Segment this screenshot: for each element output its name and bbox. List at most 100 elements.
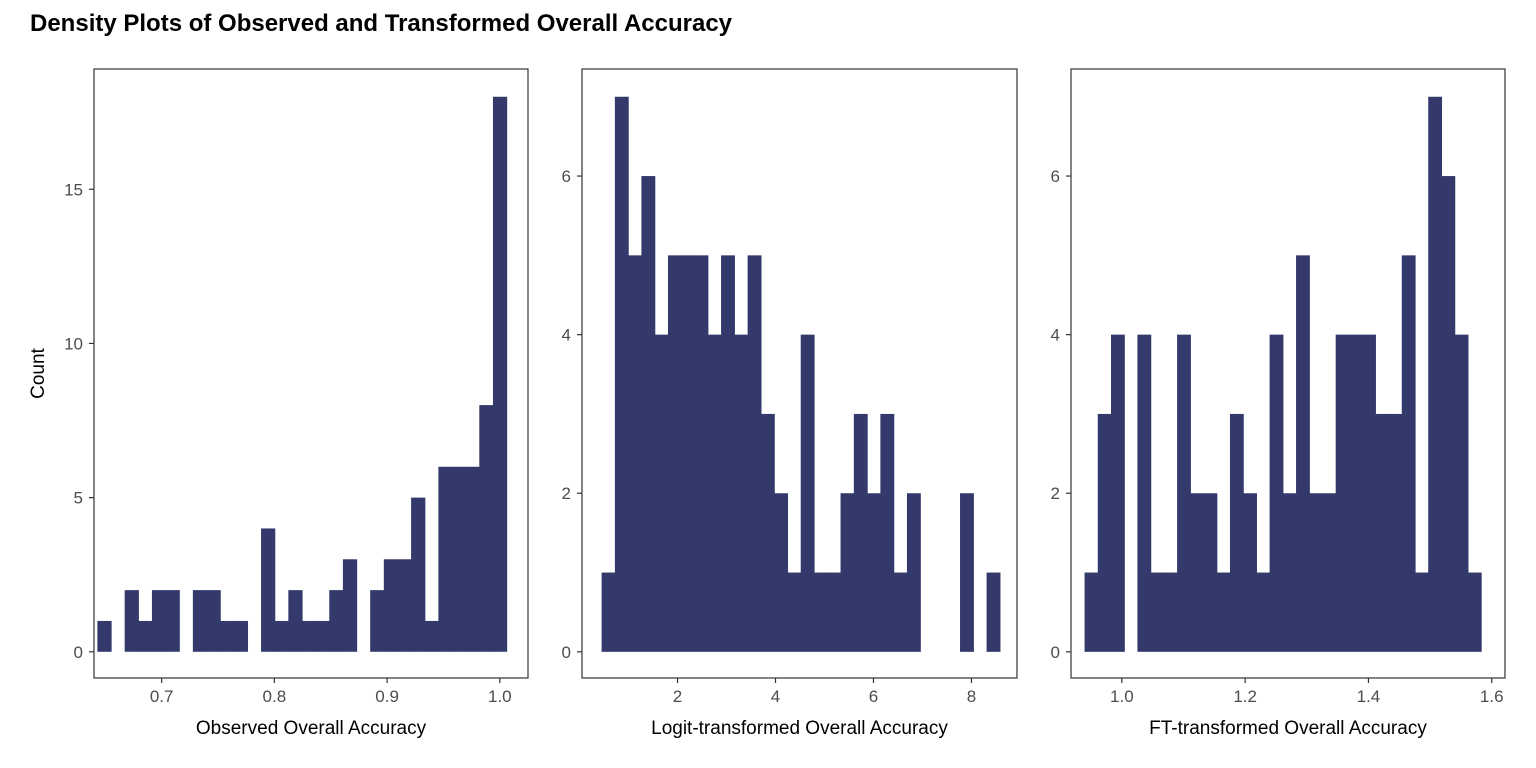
y-tick-label: 4 xyxy=(562,326,571,345)
histogram-bar xyxy=(1190,493,1205,652)
histogram-bar xyxy=(667,255,682,652)
histogram-bar xyxy=(1203,493,1218,652)
histogram-bar xyxy=(1137,334,1152,652)
histogram-bar xyxy=(601,572,616,652)
histogram-bar xyxy=(880,413,895,652)
histogram-bar xyxy=(342,559,358,652)
panel-logit-accuracy: 2 4 6 8 0 2 4 6 Logit-transformed Overall Accura… xyxy=(562,68,1018,739)
histogram-bar xyxy=(694,255,709,652)
histogram-bar xyxy=(1388,413,1403,652)
histogram-bar xyxy=(814,572,828,652)
y-axis-title: Count xyxy=(28,347,49,398)
histogram-bar xyxy=(707,334,722,652)
histogram-bar xyxy=(1243,493,1257,652)
histogram-bar xyxy=(1229,413,1244,652)
histogram-bar xyxy=(960,493,974,652)
panel-border xyxy=(581,68,1018,679)
y-tick-label: 10 xyxy=(64,334,83,353)
histogram-bar xyxy=(192,590,208,652)
histogram-bar xyxy=(220,620,235,652)
histogram-bar xyxy=(315,620,330,652)
histogram-bar xyxy=(1441,176,1456,652)
histogram-bar xyxy=(438,466,453,652)
histogram-bar xyxy=(986,572,1001,652)
x-tick-label: 4 xyxy=(771,687,780,706)
x-tick-label: 2 xyxy=(673,687,682,706)
histogram-bar xyxy=(734,334,749,652)
histogram-bar xyxy=(1296,255,1310,652)
y-tick-label: 2 xyxy=(1051,484,1060,503)
x-tick-label: 0.9 xyxy=(375,687,399,706)
histogram-bar xyxy=(1269,334,1284,652)
histogram-bar xyxy=(1335,334,1350,652)
histogram-bar xyxy=(827,572,842,652)
panel-ft-accuracy: 1.0 1.2 1.4 1.6 0 2 4 6 FT-transformed Overall A… xyxy=(1051,68,1506,739)
y-tick-label: 6 xyxy=(562,167,571,186)
histogram-bar xyxy=(800,334,815,652)
y-tick-label: 6 xyxy=(1051,167,1060,186)
x-tick-label: 8 xyxy=(967,687,976,706)
histogram-bar xyxy=(1177,334,1191,652)
histogram-bar xyxy=(1375,413,1390,652)
histogram-bar xyxy=(383,559,399,652)
histogram-bar xyxy=(329,590,344,652)
histogram-bar xyxy=(641,176,656,652)
histogram-bar xyxy=(1362,334,1376,652)
histogram-bar xyxy=(492,96,508,652)
histogram-bar xyxy=(370,590,385,652)
histogram-bar xyxy=(301,620,317,652)
histogram-bar xyxy=(1414,572,1429,652)
histogram-bar xyxy=(614,96,629,652)
x-tick-label: 0.8 xyxy=(263,687,287,706)
x-axis-title: Logit-transformed Overall Accuracy xyxy=(651,718,948,739)
histogram-bar xyxy=(206,590,221,652)
histogram-bar xyxy=(1467,572,1482,652)
histogram-bar xyxy=(747,255,762,652)
histogram-bar xyxy=(760,413,775,652)
panel-border xyxy=(93,68,529,679)
histogram-bar xyxy=(1454,334,1469,652)
histogram-bar xyxy=(681,255,696,652)
histogram-bar xyxy=(1084,572,1099,652)
x-tick-label: 0.7 xyxy=(150,687,174,706)
y-tick-label: 4 xyxy=(1051,326,1060,345)
x-tick-label: 1.6 xyxy=(1480,687,1504,706)
histogram-bar xyxy=(397,559,412,652)
histogram-bar xyxy=(853,413,868,652)
histogram-bar xyxy=(97,620,112,652)
histogram-bar xyxy=(465,466,480,652)
histogram-bar xyxy=(288,590,303,652)
panel-observed-accuracy: 0.7 0.8 0.9 1.0 0 5 10 15 Observed Overall Accur… xyxy=(28,68,529,739)
histogram-bar xyxy=(151,590,167,652)
x-axis-title: Observed Overall Accuracy xyxy=(196,718,427,739)
x-tick-label: 1.2 xyxy=(1233,687,1257,706)
histogram-bar xyxy=(787,572,802,652)
histogram-bar xyxy=(233,620,249,652)
histogram-bar xyxy=(124,590,139,652)
histogram-bar xyxy=(1097,413,1112,652)
histogram-bar xyxy=(893,572,908,652)
histogram-bar xyxy=(906,493,921,652)
histogram-bar xyxy=(1428,96,1443,652)
histogram-bar xyxy=(411,497,426,652)
histogram-bar xyxy=(424,620,439,652)
histogram-bar xyxy=(628,255,643,652)
x-tick-label: 6 xyxy=(869,687,878,706)
histogram-bar xyxy=(452,466,467,652)
histogram-bar xyxy=(1348,334,1363,652)
chart-title: Density Plots of Observed and Transforme… xyxy=(30,10,733,37)
histogram-bar xyxy=(274,620,289,652)
y-tick-label: 0 xyxy=(1051,643,1060,662)
y-tick-label: 5 xyxy=(74,489,83,508)
histogram-bar xyxy=(721,255,735,652)
y-tick-label: 0 xyxy=(74,643,83,662)
x-axis-title: FT-transformed Overall Accuracy xyxy=(1149,718,1427,739)
histogram-bar xyxy=(1150,572,1165,652)
histogram-bar xyxy=(774,493,789,652)
histogram-bar xyxy=(1309,493,1324,652)
histogram-bar xyxy=(1216,572,1231,652)
histogram-bar xyxy=(1256,572,1271,652)
y-tick-label: 15 xyxy=(64,180,83,199)
panel-border xyxy=(1070,68,1506,679)
